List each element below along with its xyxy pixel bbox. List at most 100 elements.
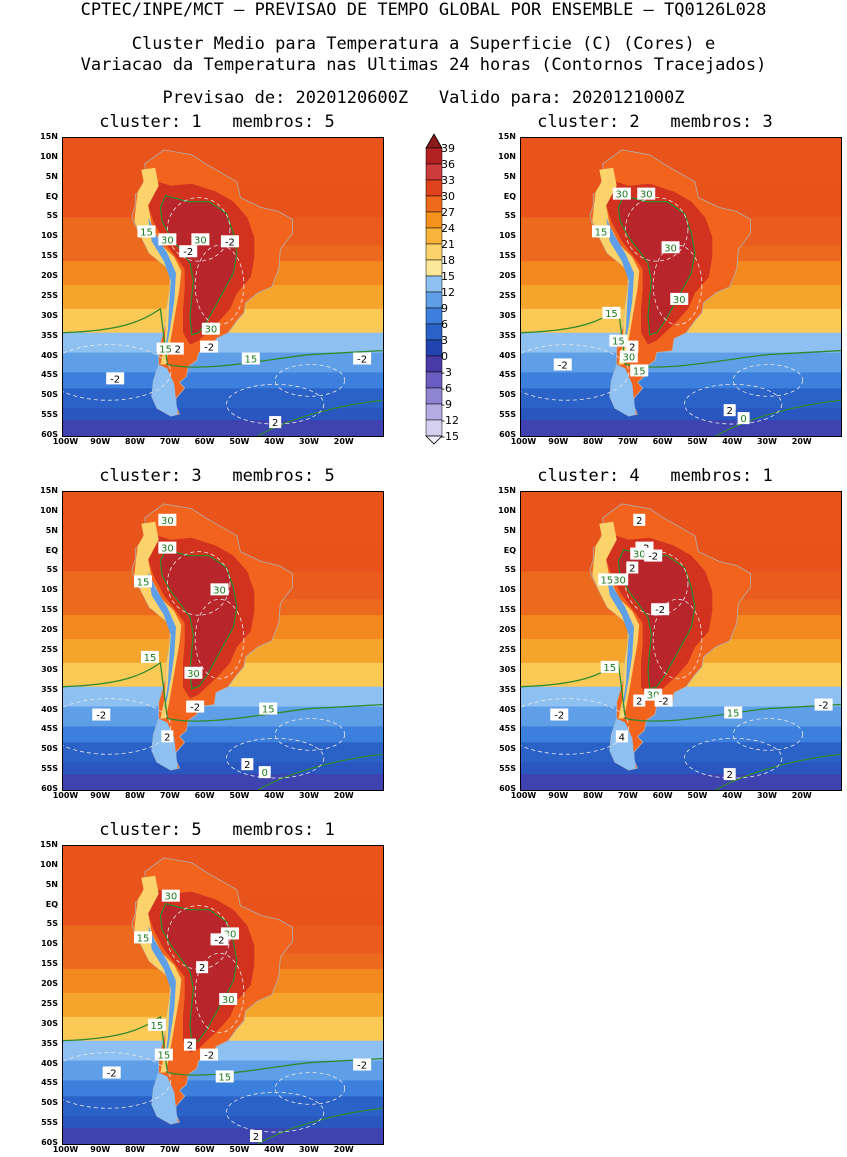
- svg-text:2: 2: [253, 1132, 259, 1143]
- lat-tick-label: 15S: [499, 251, 516, 261]
- lon-tick-label: 40W: [264, 791, 285, 800]
- colorbar-tick-label: 12: [441, 286, 455, 299]
- lat-tick-label: 40S: [41, 704, 58, 714]
- temperature-band: [521, 726, 841, 744]
- lon-tick-label: 60W: [194, 791, 215, 800]
- svg-text:-2: -2: [655, 605, 665, 616]
- lat-tick-label: 20S: [41, 979, 58, 989]
- contour-label: -2: [651, 603, 670, 616]
- svg-text:15: 15: [603, 663, 616, 674]
- lat-tick-label: 50S: [499, 744, 516, 754]
- colorbar-tick-label: -15: [441, 430, 459, 443]
- colorbar-tick-label: 33: [441, 174, 455, 187]
- lat-tick-label: EQ: [503, 191, 516, 201]
- lon-tick-label: 80W: [125, 437, 146, 446]
- colorbar-tick-label: 15: [441, 270, 455, 283]
- svg-text:30: 30: [640, 190, 653, 201]
- contour-label: 15: [215, 1070, 234, 1083]
- contour-label: -2: [102, 1066, 121, 1079]
- lat-tick-label: 5N: [503, 525, 516, 535]
- variation-contour: [226, 1091, 325, 1133]
- svg-text:2: 2: [727, 406, 733, 417]
- colorbar-tick-label: 30: [441, 190, 455, 203]
- colorbar-swatch: [425, 227, 443, 245]
- lat-tick-label: 45S: [41, 1078, 58, 1088]
- lon-tick-label: 70W: [617, 791, 638, 800]
- svg-text:1530: 1530: [600, 575, 625, 586]
- contour-label: 0: [737, 412, 750, 425]
- contour-label: 2: [633, 513, 646, 527]
- colorbar-swatch: [425, 387, 443, 405]
- lon-tick-label: 100W: [510, 437, 537, 446]
- svg-text:30: 30: [633, 550, 646, 561]
- contour-label: 15: [241, 352, 260, 366]
- colorbar-min-arrow: [425, 435, 443, 445]
- contour-label: 30: [201, 322, 220, 336]
- svg-text:30: 30: [616, 190, 629, 201]
- variation-contour: [194, 952, 245, 1034]
- lon-tick-label: 60W: [652, 437, 673, 446]
- contour-30C: [159, 548, 238, 690]
- colorbar-tick-label: -9: [441, 398, 452, 411]
- svg-text:15: 15: [262, 705, 275, 716]
- svg-text:30: 30: [213, 585, 226, 596]
- lat-tick-label: 50S: [41, 390, 58, 400]
- contour-label: 2: [626, 340, 639, 354]
- cluster-map-panel: 30 15 30 -2 2 30 15 2 15 -2 -2 -2 15 2: [62, 845, 384, 1145]
- svg-text:15: 15: [137, 577, 150, 588]
- colorbar: [425, 133, 443, 445]
- contour-label: 15: [592, 225, 610, 238]
- svg-text:30: 30: [647, 691, 660, 702]
- lat-tick-label: 10S: [41, 231, 58, 241]
- colorbar-tick-label: 0: [441, 350, 448, 363]
- svg-text:2: 2: [244, 760, 250, 771]
- svg-text:30: 30: [222, 995, 235, 1006]
- svg-text:15: 15: [605, 309, 618, 320]
- lat-tick-label: 60S: [41, 1138, 58, 1147]
- header-subtitle-2: Variacao da Temperatura nas Ultimas 24 h…: [80, 55, 767, 75]
- lat-tick-label: 10N: [40, 859, 58, 869]
- contour-label: 30: [670, 292, 689, 306]
- lat-tick-label: 55S: [41, 1118, 58, 1128]
- patagonia-cool-region: [151, 718, 178, 771]
- contour-0C: [715, 753, 841, 790]
- cluster-title: cluster: 5 membros: 1: [99, 820, 335, 840]
- lon-tick-label: 40W: [264, 1145, 285, 1154]
- lon-tick-label: 70W: [159, 437, 180, 446]
- colorbar-swatch: [425, 307, 443, 325]
- lat-tick-label: 10S: [499, 231, 516, 241]
- contour-label: -2: [210, 933, 229, 946]
- svg-text:15: 15: [144, 653, 157, 664]
- lat-tick-label: 40S: [41, 1058, 58, 1068]
- contour-label: 15: [600, 660, 619, 674]
- contour-label: 15: [134, 931, 152, 944]
- lat-tick-label: 5N: [45, 879, 58, 889]
- svg-text:30: 30: [204, 325, 217, 336]
- lat-tick-label: 40S: [499, 704, 516, 714]
- colorbar-tick-label: 18: [441, 254, 455, 267]
- contour-label: -2: [553, 358, 572, 371]
- lat-tick-label: 30S: [41, 310, 58, 320]
- temperature-band: [63, 762, 383, 776]
- colorbar-tick-label: 6: [441, 318, 448, 331]
- contour-label: 15: [154, 1048, 173, 1062]
- cluster-map-panel: 15 30 30 -2 -2 30 -2 15 2 15 -2 -2 2: [62, 137, 384, 437]
- lon-tick-label: 70W: [617, 437, 638, 446]
- cluster-title: cluster: 4 membros: 1: [537, 466, 773, 486]
- contour-label: -2: [220, 235, 239, 248]
- variation-contour: [274, 364, 346, 397]
- lat-tick-label: 30S: [41, 1018, 58, 1028]
- svg-text:30: 30: [164, 892, 177, 903]
- contour-label: 15: [259, 702, 278, 716]
- lat-tick-label: 60S: [41, 784, 58, 793]
- svg-text:15: 15: [159, 345, 172, 356]
- contour-label: -2: [644, 549, 663, 563]
- lon-tick-label: 70W: [159, 791, 180, 800]
- svg-text:-2: -2: [215, 935, 225, 946]
- svg-text:15: 15: [140, 227, 153, 238]
- temperature-band: [521, 706, 841, 728]
- svg-text:-2: -2: [357, 355, 367, 366]
- lat-tick-label: 10S: [41, 585, 58, 595]
- variation-contour: [652, 244, 703, 326]
- contour-label: -2: [92, 708, 111, 722]
